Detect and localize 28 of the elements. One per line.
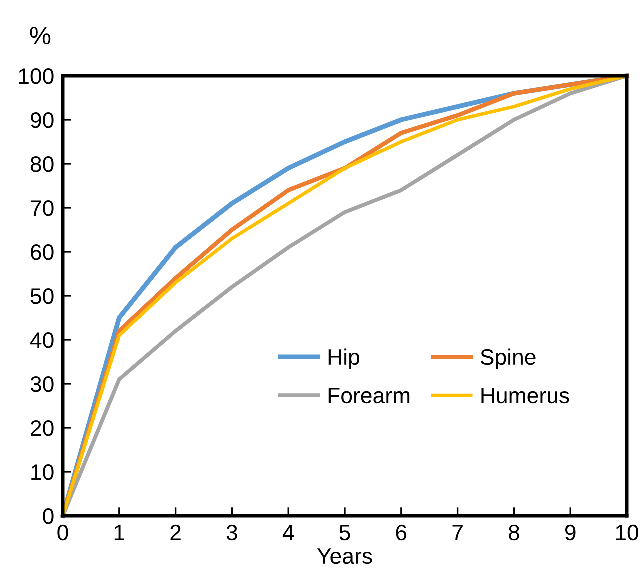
- x-tick-label: 9: [565, 524, 576, 541]
- y-tick-label: 10: [32, 464, 54, 480]
- y-tick-label: 30: [30, 376, 54, 392]
- x-tick-label: 5: [340, 525, 350, 541]
- x-tick-label: 2: [170, 524, 181, 540]
- y-axis-title: %: [30, 27, 51, 45]
- y-tick-label: 60: [31, 244, 54, 260]
- y-tick-label: 0: [43, 508, 54, 524]
- y-tick-label: 50: [30, 288, 54, 304]
- x-tick-label: 7: [452, 525, 463, 540]
- x-axis-title: Years: [317, 548, 372, 564]
- legend-label: Spine: [480, 348, 536, 370]
- legend-label: Forearm: [328, 388, 410, 404]
- x-tick-label: 8: [508, 524, 520, 541]
- x-tick-label: 10: [616, 524, 638, 541]
- legend-label: Hip: [328, 348, 360, 370]
- y-tick-label: 20: [31, 420, 54, 436]
- x-tick-label: 1: [114, 525, 124, 540]
- y-tick-label: 80: [30, 156, 54, 172]
- x-tick-label: 6: [396, 524, 407, 541]
- y-tick-label: 90: [30, 112, 54, 128]
- x-tick-label: 0: [58, 524, 68, 541]
- x-tick-label: 3: [226, 524, 238, 541]
- x-tick-label: 4: [282, 525, 294, 540]
- y-tick-label: 70: [31, 200, 54, 216]
- y-tick-label: 40: [30, 332, 54, 348]
- y-tick-label: 100: [19, 68, 54, 84]
- legend-label: Humerus: [482, 388, 570, 404]
